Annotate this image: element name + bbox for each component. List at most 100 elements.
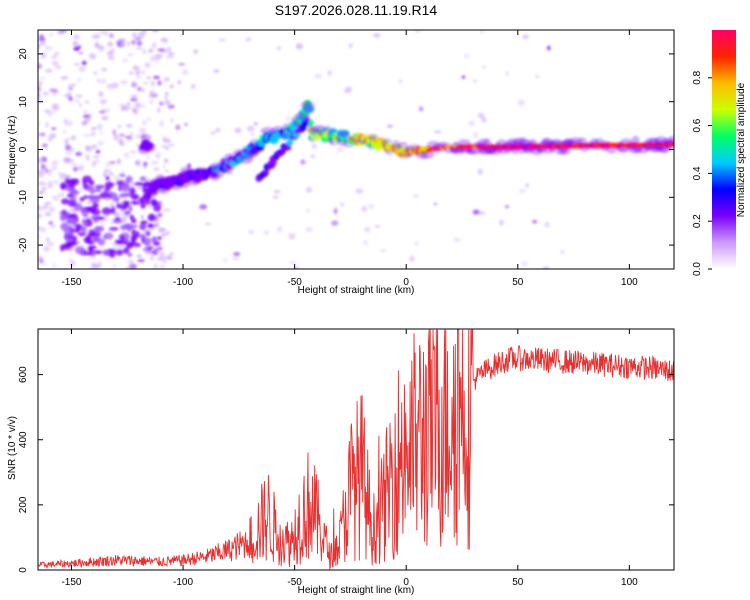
spectrogram-cluster-cell: [89, 186, 96, 195]
spectrogram-noise-cell: [136, 254, 142, 259]
spectrogram-noise-cell: [361, 206, 367, 212]
spectrogram-noise-cell: [145, 155, 150, 159]
spectrogram-noise-cell: [413, 194, 419, 198]
spectrogram-noise-cell: [409, 256, 415, 262]
spectrogram-noise-cell: [45, 69, 53, 73]
spectrogram-noise-cell: [175, 124, 181, 131]
spectrogram-cluster-cell: [156, 246, 163, 251]
spectrogram-noise-cell: [118, 137, 124, 145]
spectrogram-noise-cell: [135, 47, 143, 50]
spectrogram-noise-cell: [131, 81, 137, 88]
spectrogram-noise-cell: [149, 254, 155, 261]
spectrogram-noise-cell: [162, 163, 167, 169]
spectrogram-noise-cell: [148, 48, 154, 53]
spectrogram-noise-cell: [138, 127, 147, 134]
spectrogram-noise-cell: [158, 258, 163, 262]
spectrogram-noise-cell: [295, 43, 303, 50]
spectrogram-noise-cell: [65, 120, 73, 127]
spectrogram-noise-cell: [289, 261, 296, 264]
spectrogram-cluster-cell: [157, 236, 162, 241]
spectrogram-noise-cell: [473, 131, 478, 139]
spectrogram-noise-cell: [542, 266, 550, 269]
spectrogram-noise-cell: [108, 172, 114, 176]
spectrogram-noise-cell: [99, 99, 107, 105]
spectrogram-cluster-cell: [93, 250, 103, 255]
spectrogram-noise-cell: [64, 160, 70, 164]
spectrogram-cluster-cell: [152, 241, 161, 246]
spectrogram-noise-cell: [480, 30, 485, 34]
snr-x-tick-label: -50: [287, 577, 302, 588]
spectrogram-cluster-cell: [129, 241, 137, 245]
spectrogram-noise-cell: [59, 173, 67, 177]
spectrogram-cluster-cell: [94, 225, 105, 233]
spectrogram-cluster-cell: [142, 193, 151, 200]
spectrogram-cluster-cell: [74, 228, 79, 233]
spectrogram-noise-cell: [168, 252, 175, 256]
spectrogram-noise-cell: [178, 63, 186, 66]
colorbar: 0.0 0.2 0.4 0.6 0.8 Normalized spectral ampl…: [692, 30, 747, 276]
spectrogram-cluster-cell: [120, 204, 128, 211]
spectrogram-cluster-cell: [143, 237, 152, 246]
spectrogram-noise-cell: [164, 146, 170, 151]
snr-x-label: Height of straight line (km): [298, 585, 415, 596]
spectrogram-noise-cell: [137, 40, 142, 47]
spectrogram-cluster-cell: [83, 195, 88, 200]
spectrogram-noise-cell: [47, 181, 53, 186]
spectrogram-noise-cell: [331, 220, 339, 226]
spectrogram-noise-cell: [477, 168, 483, 175]
spectrogram-noise-cell: [125, 123, 133, 129]
spectrogram-noise-cell: [151, 43, 157, 49]
spectrogram-y-tick-label: 20: [18, 48, 29, 60]
spectrogram-noise-cell: [45, 121, 49, 128]
spectrogram-noise-cell: [90, 126, 97, 131]
spectrogram-cluster-cell: [129, 214, 135, 220]
spectrogram-noise-cell: [164, 100, 171, 106]
spectrogram-y-tick-label: -20: [18, 237, 29, 252]
spectrogram-noise-cell: [67, 92, 72, 96]
spectrogram-noise-cell: [306, 186, 313, 193]
spectrogram-branch-cell: [261, 169, 270, 176]
spectrogram-noise-cell: [167, 46, 171, 53]
spectrogram-noise-cell: [159, 101, 164, 106]
spectrogram-noise-cell: [478, 210, 486, 215]
spectrogram-cluster-cell: [104, 181, 114, 189]
spectrogram-noise-cell: [39, 190, 44, 195]
spectrogram-noise-cell: [340, 202, 344, 207]
colorbar-tick-label: 0.6: [692, 118, 703, 132]
spectrogram-noise-cell: [38, 42, 46, 46]
spectrogram-noise-cell: [102, 172, 108, 178]
spectrogram-noise-cell: [414, 241, 419, 246]
spectrogram-cluster-cell: [77, 232, 87, 237]
spectrogram-cluster-cell: [157, 212, 163, 218]
spectrogram-noise-cell: [38, 85, 41, 93]
spectrogram-noise-cell: [481, 116, 487, 123]
spectrogram-noise-cell: [398, 79, 403, 84]
spectrogram-noise-cell: [40, 53, 45, 60]
spectrogram-cluster-cell: [61, 198, 70, 205]
colorbar-tick-label: 0.8: [692, 70, 703, 84]
spectrogram-noise-cell: [70, 162, 77, 167]
spectrogram-noise-cell: [154, 263, 158, 269]
spectrogram-noise-cell: [250, 132, 255, 137]
spectrogram-noise-cell: [132, 32, 137, 39]
spectrogram-cluster-cell: [132, 224, 139, 228]
spectrogram-noise-cell: [111, 264, 117, 267]
spectrogram-noise-cell: [517, 99, 525, 106]
spectrogram-noise-cell: [52, 262, 57, 269]
spectrogram-noise-cell: [90, 35, 97, 39]
spectrogram-noise-cell: [55, 65, 62, 70]
spectrogram-noise-cell: [213, 69, 220, 73]
spectrogram-noise-cell: [263, 230, 270, 236]
spectrogram-noise-cell: [90, 131, 96, 137]
spectrogram-noise-cell: [182, 69, 189, 75]
spectrogram-noise-cell: [215, 127, 221, 133]
spectrogram-noise-cell: [63, 139, 69, 143]
spectrogram-noise-cell: [276, 46, 281, 51]
spectrogram-noise-cell: [96, 44, 103, 49]
spectrogram-noise-cell: [135, 160, 141, 166]
spectrogram-noise-cell: [51, 103, 59, 108]
spectrogram-noise-cell: [84, 154, 91, 158]
spectrogram-noise-cell: [117, 245, 125, 249]
spectrogram-noise-cell: [96, 78, 101, 83]
spectrogram-noise-cell: [154, 152, 161, 159]
